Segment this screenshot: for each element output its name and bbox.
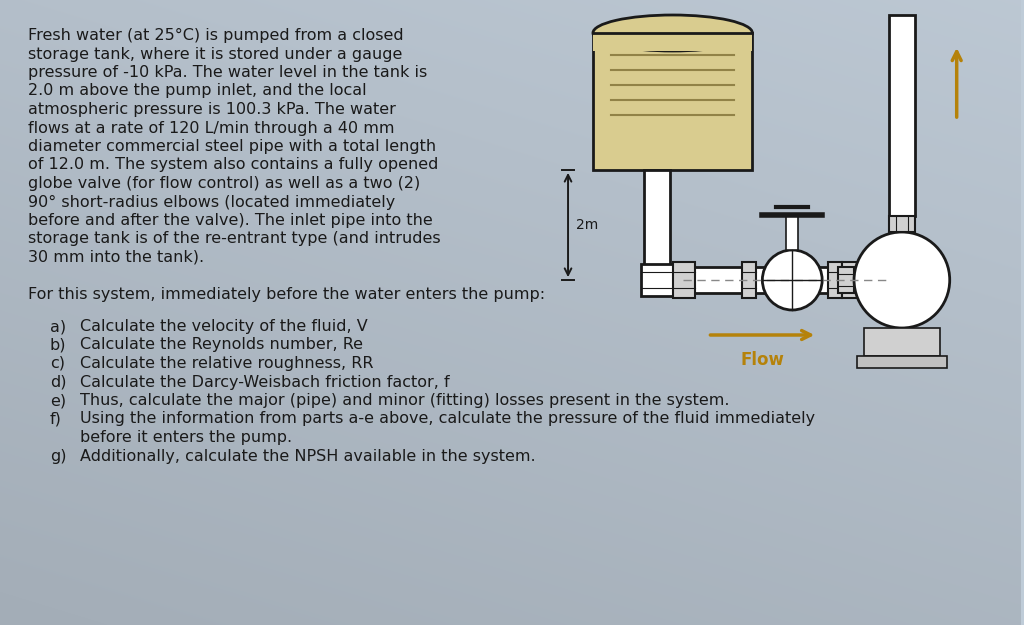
Bar — [673, 267, 937, 293]
Text: storage tank, where it is stored under a gauge: storage tank, where it is stored under a… — [28, 46, 402, 61]
Bar — [742, 262, 757, 298]
Text: storage tank is of the re-entrant type (and intrudes: storage tank is of the re-entrant type (… — [28, 231, 440, 246]
Text: Using the information from parts a-e above, calculate the pressure of the fluid : Using the information from parts a-e abo… — [80, 411, 815, 426]
Text: 2m: 2m — [577, 218, 598, 232]
Text: of 12.0 m. The system also contains a fully opened: of 12.0 m. The system also contains a fu… — [28, 158, 438, 172]
Text: g): g) — [50, 449, 67, 464]
Bar — [641, 264, 673, 296]
Text: e): e) — [50, 393, 66, 408]
Circle shape — [854, 232, 949, 328]
Bar — [786, 215, 799, 250]
Bar — [842, 262, 864, 298]
Text: Thus, calculate the major (pipe) and minor (fitting) losses present in the syste: Thus, calculate the major (pipe) and min… — [80, 393, 729, 408]
Text: Fresh water (at 25°C) is pumped from a closed: Fresh water (at 25°C) is pumped from a c… — [28, 28, 403, 43]
Bar — [857, 356, 947, 368]
Text: f): f) — [50, 411, 61, 426]
Text: before and after the valve). The inlet pipe into the: before and after the valve). The inlet p… — [28, 213, 433, 228]
Bar — [864, 328, 940, 356]
Text: flows at a rate of 120 L/min through a 40 mm: flows at a rate of 120 L/min through a 4… — [28, 121, 394, 136]
Ellipse shape — [593, 15, 753, 51]
Text: d): d) — [50, 374, 67, 389]
Bar — [889, 15, 914, 216]
Text: a): a) — [50, 319, 66, 334]
Text: globe valve (for flow control) as well as a two (2): globe valve (for flow control) as well a… — [28, 176, 420, 191]
Text: 30 mm into the tank).: 30 mm into the tank). — [28, 250, 204, 265]
Text: atmospheric pressure is 100.3 kPa. The water: atmospheric pressure is 100.3 kPa. The w… — [28, 102, 396, 117]
Bar — [593, 33, 753, 170]
Bar — [828, 262, 842, 298]
Text: diameter commercial steel pipe with a total length: diameter commercial steel pipe with a to… — [28, 139, 436, 154]
Text: 90° short-radius elbows (located immediately: 90° short-radius elbows (located immedia… — [28, 194, 395, 209]
Bar — [593, 33, 753, 51]
Text: Calculate the velocity of the fluid, V: Calculate the velocity of the fluid, V — [80, 319, 368, 334]
Text: b): b) — [50, 338, 67, 352]
Text: before it enters the pump.: before it enters the pump. — [80, 430, 292, 445]
Text: c): c) — [50, 356, 65, 371]
Bar — [838, 267, 854, 293]
Text: Flow: Flow — [740, 351, 784, 369]
Bar — [889, 216, 914, 232]
Circle shape — [762, 250, 822, 310]
Bar — [673, 262, 694, 298]
Text: Additionally, calculate the NPSH available in the system.: Additionally, calculate the NPSH availab… — [80, 449, 536, 464]
Text: Calculate the Reynolds number, Re: Calculate the Reynolds number, Re — [80, 338, 362, 352]
Text: 2.0 m above the pump inlet, and the local: 2.0 m above the pump inlet, and the loca… — [28, 84, 367, 99]
Ellipse shape — [593, 15, 753, 51]
Text: Calculate the Darcy-Weisbach friction factor, f: Calculate the Darcy-Weisbach friction fa… — [80, 374, 450, 389]
Bar — [644, 170, 670, 280]
Text: Calculate the relative roughness, RR: Calculate the relative roughness, RR — [80, 356, 373, 371]
Text: pressure of -10 kPa. The water level in the tank is: pressure of -10 kPa. The water level in … — [28, 65, 427, 80]
Text: For this system, immediately before the water enters the pump:: For this system, immediately before the … — [28, 286, 545, 301]
